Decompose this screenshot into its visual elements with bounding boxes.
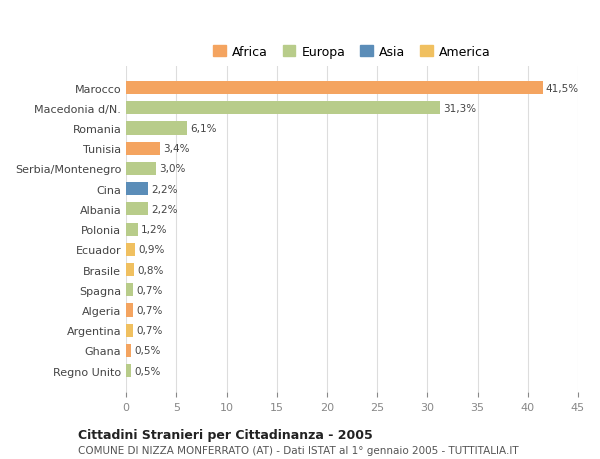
Text: 0,9%: 0,9% bbox=[138, 245, 164, 255]
Bar bbox=[126, 122, 187, 135]
Text: 3,0%: 3,0% bbox=[160, 164, 186, 174]
Bar bbox=[126, 284, 133, 297]
Bar bbox=[126, 344, 131, 357]
Bar bbox=[126, 82, 543, 95]
Text: 41,5%: 41,5% bbox=[546, 84, 579, 93]
Bar bbox=[126, 324, 133, 337]
Text: Cittadini Stranieri per Cittadinanza - 2005: Cittadini Stranieri per Cittadinanza - 2… bbox=[78, 428, 373, 442]
Bar bbox=[126, 223, 138, 236]
Text: 0,7%: 0,7% bbox=[136, 325, 163, 336]
Legend: Africa, Europa, Asia, America: Africa, Europa, Asia, America bbox=[208, 41, 496, 64]
Bar bbox=[126, 183, 148, 196]
Bar bbox=[126, 102, 440, 115]
Text: 2,2%: 2,2% bbox=[151, 184, 178, 194]
Bar bbox=[126, 304, 133, 317]
Text: 3,4%: 3,4% bbox=[163, 144, 190, 154]
Text: 0,7%: 0,7% bbox=[136, 285, 163, 295]
Text: 0,5%: 0,5% bbox=[134, 366, 161, 376]
Text: 0,7%: 0,7% bbox=[136, 305, 163, 315]
Bar bbox=[126, 142, 160, 156]
Bar bbox=[126, 162, 157, 176]
Text: 0,8%: 0,8% bbox=[137, 265, 164, 275]
Text: 0,5%: 0,5% bbox=[134, 346, 161, 356]
Text: 1,2%: 1,2% bbox=[141, 224, 168, 235]
Text: 6,1%: 6,1% bbox=[190, 124, 217, 134]
Bar bbox=[126, 203, 148, 216]
Text: 2,2%: 2,2% bbox=[151, 204, 178, 214]
Text: 31,3%: 31,3% bbox=[443, 104, 476, 113]
Bar bbox=[126, 243, 135, 257]
Text: COMUNE DI NIZZA MONFERRATO (AT) - Dati ISTAT al 1° gennaio 2005 - TUTTITALIA.IT: COMUNE DI NIZZA MONFERRATO (AT) - Dati I… bbox=[78, 446, 518, 455]
Bar bbox=[126, 364, 131, 377]
Bar bbox=[126, 263, 134, 276]
